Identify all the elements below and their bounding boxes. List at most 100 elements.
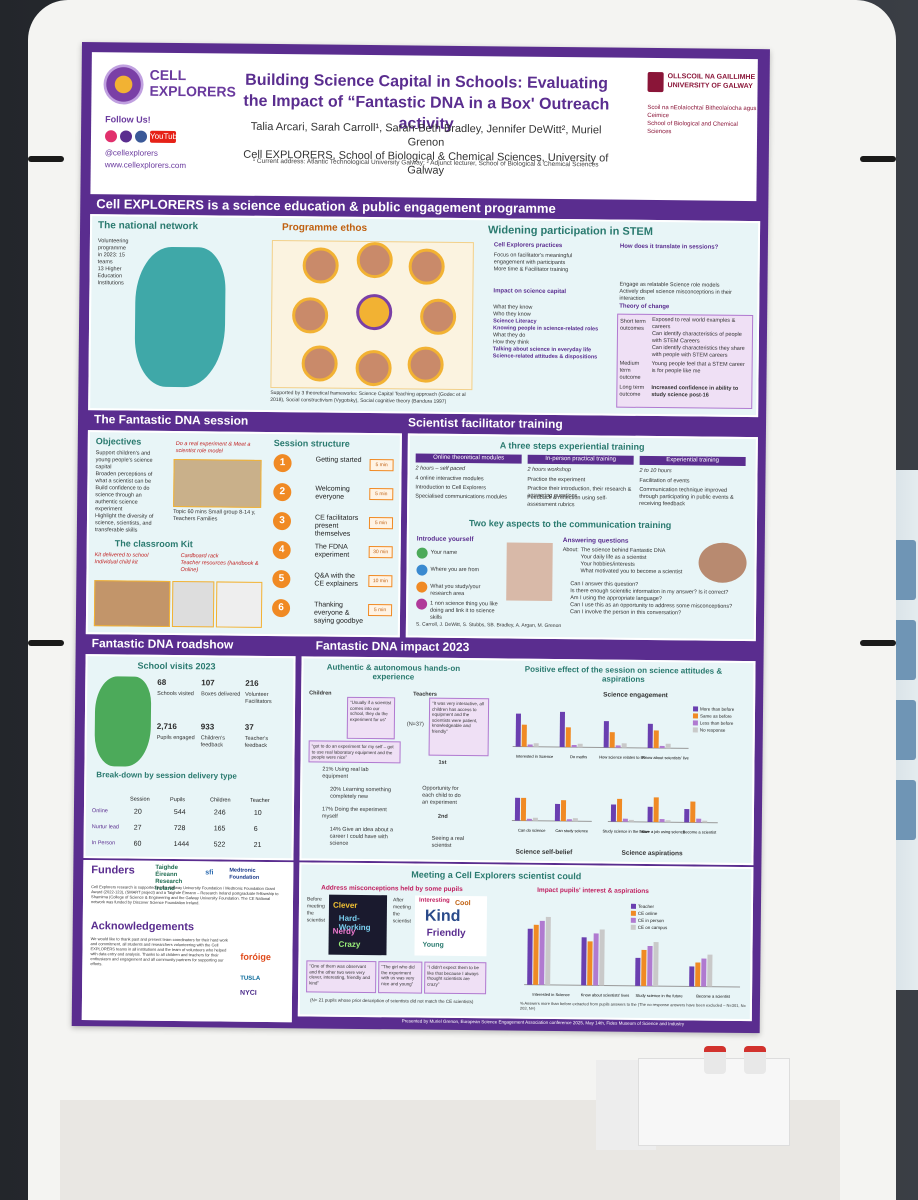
author-list: Talia Arcari, Sarah Carroll¹, Sarah-Beth… [250,120,602,149]
bar [571,744,577,748]
tick-label: Interested in Science [532,992,570,997]
kit-items: Kit delivered to school Individual child… [95,552,175,567]
step-label: The FDNA experiment [314,543,350,559]
step-number: 4 [272,541,291,560]
intro-number [416,598,428,610]
quote3: “I didn't expect them to be like that be… [427,964,479,987]
table-header: Session [130,796,150,803]
translate-item: Actively dispel science misconceptions i… [619,288,732,302]
answering-title: Answering questions [562,537,629,545]
legend-label: CE in person [637,917,664,924]
about-label: About: [562,547,579,554]
quote2-box: “The girl who did the experiment with us… [378,961,423,994]
bar [647,806,653,823]
cloud-word: Nerdy [332,926,356,936]
network-bullet: Volunteering programme [97,238,129,252]
stat-label: Children's feedback [200,735,226,749]
child-quote2: “got to do an experiment for my self – g… [311,743,394,760]
objective-item: Build confidence to do science through a… [95,485,150,513]
meeting-note: (N= 21 pupils whose prior description of… [309,997,474,1005]
ack-title: Acknowledgements [90,920,195,934]
cloud-word: Interesting [418,897,450,904]
network-bullet: 13 Higher Education Institutions [97,266,124,287]
poster-authors: Talia Arcari, Sarah Carroll¹, Sarah-Beth… [231,120,622,180]
practice-item: More time & Facilitator training [493,266,569,274]
aspirations-title: Science aspirations [621,849,683,858]
training-col-item: Introduction to Cell Explorers [415,484,487,492]
ethos-title: Programme ethos [282,222,368,234]
tick-label: Know about scientists' lives [642,755,689,761]
table-cell: 522 [213,841,226,849]
table-cell: 6 [253,825,258,833]
website: www.cellexplorers.com [104,160,187,171]
practice-items: Focus on facilitator's meaningful engage… [494,252,604,274]
bar [559,711,566,748]
structure-title: Session structure [273,438,350,449]
kit-item: Teacher resources (handbook & Online) [180,560,259,574]
step-label: Welcoming everyone [315,485,350,501]
stat-value: 933 [200,722,215,732]
teacher-n: (N=37) [406,721,424,728]
tick-label: Can study science [555,828,589,833]
legend-swatch [693,706,699,712]
breakdown-table: Session Pupils Children Teacher Online 20 544 2… [88,656,294,849]
step-duration: 5 min [368,517,394,530]
stat-label: Teacher's feedback [244,735,269,749]
legend-entry: CE in person [630,917,668,924]
children-photo [698,542,747,583]
practice-item: Focus on facilitator's meaningful engage… [493,252,573,267]
bar [659,819,665,823]
training-col-item: Facilitation of events [639,477,690,485]
partner-logo: NYCI [240,989,257,997]
rank2: 2nd [437,813,448,820]
intro-number [416,564,428,576]
step-label: Thanking everyone & saying goodbye [313,601,364,625]
table-cell: 60 [133,840,142,848]
practices-label: Cell Explorers practices [493,242,563,250]
bar [684,809,690,823]
training-section: A three steps experiential training Onli… [405,433,758,642]
stat-value: 37 [244,722,254,732]
meeting-title: Meeting a Cell Explorers scientist could [411,869,582,882]
training-col-head: Experiential training [639,455,746,466]
x-axis [512,746,689,749]
quote1-box: “One of them was observant and the other… [306,960,377,994]
table-row-type: Nurtur lead [91,824,120,831]
visits-map [94,676,152,767]
quote1: “One of them was observant and the other… [309,963,371,986]
funder-logo: Medtronic Foundation [229,867,260,881]
legend-swatch [630,917,636,923]
table-header: Teacher [250,797,270,805]
legend-label: CE on campus [637,924,668,931]
ethos-center-icon [356,293,393,331]
social-handle: @cellexplorers [104,148,158,158]
opportunity-label: Opportunity for each child to do an expe… [422,785,461,806]
cloud-word: Crazy [338,939,361,949]
meet-label: Seeing a real scientist [431,835,465,849]
cloud-word: Kind [424,907,461,926]
bar [527,928,533,985]
ethos-photo [302,247,339,284]
about-item: What motivated you to become a scientist [580,568,683,576]
ethos-diagram [270,239,474,391]
bar [690,801,696,823]
quote3-box: “I didn't expect them to be like that be… [424,961,487,995]
facebook-icon [134,130,148,143]
intro-item: 1 non science thing you like doing and l… [429,600,498,621]
interest-title: Impact pupils' interest & aspirations [537,886,649,895]
youtube-icon: YouTube [149,130,182,143]
training-col-item: Practice the experiment [527,476,586,484]
bar [581,937,587,986]
bar [560,800,567,822]
bottle-cap-icon [744,1046,766,1074]
stat-value: 107 [201,678,215,688]
bar [696,818,702,823]
kit-resources-photo [215,581,263,628]
instagram-icon [104,130,118,143]
legend-entry: Same as before [692,713,734,719]
step-label: Getting started [315,456,362,464]
training-col-item: 4 online interactive modules [415,475,484,483]
authentic-title: Authentic & autonomous hands-on experien… [326,662,461,682]
children-label: Children [309,690,332,697]
session-stats: Topic 60 mins Small group 8-14 y, Teache… [173,509,263,524]
